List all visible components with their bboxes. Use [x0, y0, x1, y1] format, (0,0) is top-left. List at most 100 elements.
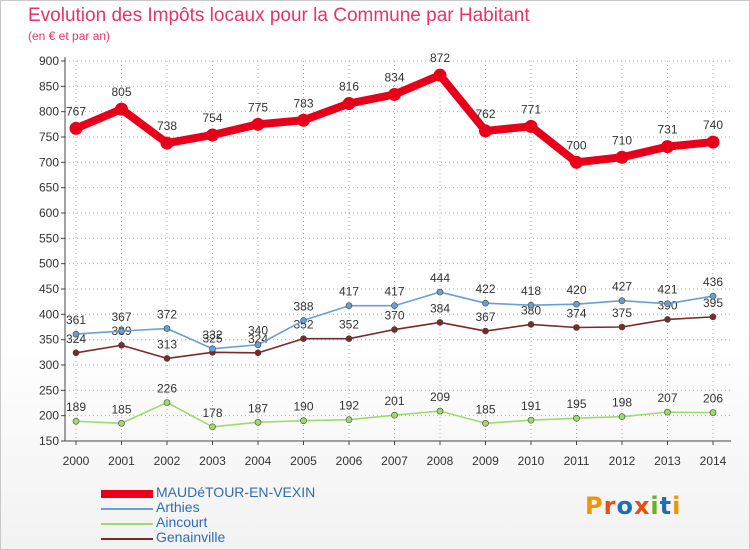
data-point [342, 97, 356, 111]
data-point [706, 135, 720, 149]
data-point [573, 300, 580, 308]
data-label: 185 [475, 402, 495, 416]
data-point [300, 417, 307, 425]
data-point [527, 301, 535, 309]
data-point [391, 326, 398, 333]
data-point [254, 418, 262, 426]
x-tick-label: 2013 [654, 454, 681, 468]
data-label: 417 [384, 285, 404, 299]
data-point [115, 102, 128, 116]
data-label: 388 [293, 299, 313, 313]
data-point [163, 325, 171, 332]
data-label: 209 [430, 390, 450, 404]
data-label: 361 [66, 313, 86, 327]
data-point [160, 136, 174, 150]
y-tick-label: 500 [39, 257, 59, 271]
x-tick-label: 2002 [154, 454, 181, 468]
data-label: 444 [430, 271, 450, 285]
x-tick-label: 2007 [381, 454, 408, 468]
data-label: 367 [111, 310, 131, 324]
data-point [391, 411, 398, 419]
data-label: 313 [157, 337, 177, 351]
x-tick-label: 2006 [336, 454, 363, 468]
data-label: 775 [248, 100, 268, 114]
data-point [72, 349, 80, 357]
data-point [118, 327, 125, 335]
x-tick-label: 2012 [609, 454, 636, 468]
data-point [300, 335, 307, 342]
data-label: 805 [111, 85, 131, 99]
data-label: 367 [475, 310, 495, 324]
data-label: 325 [202, 331, 222, 345]
data-label: 710 [612, 133, 632, 147]
data-point [709, 292, 717, 300]
data-point [345, 416, 353, 424]
data-point [254, 341, 262, 349]
data-point [482, 299, 489, 307]
data-point [436, 407, 444, 415]
data-label: 340 [248, 324, 268, 338]
y-tick-label: 550 [39, 231, 59, 245]
data-point [209, 345, 216, 353]
data-label: 375 [612, 306, 632, 320]
data-label: 767 [66, 104, 86, 118]
data-point [664, 408, 671, 416]
data-point [254, 349, 262, 357]
data-label: 201 [384, 394, 404, 408]
y-tick-label: 350 [39, 333, 59, 347]
legend-label: Aincourt [156, 514, 208, 530]
data-point [573, 324, 580, 331]
data-point [482, 419, 489, 427]
data-point [251, 117, 265, 131]
data-label: 421 [657, 283, 677, 297]
data-point [618, 323, 626, 331]
proxiti-logo: Proxiti [585, 492, 681, 520]
legend-label: Genainville [156, 529, 226, 545]
data-point [72, 330, 80, 338]
x-tick-label: 2008 [427, 454, 454, 468]
y-tick-label: 650 [39, 181, 59, 195]
y-tick-label: 450 [39, 282, 59, 296]
logo-letter: i [650, 492, 660, 520]
data-point [297, 113, 310, 127]
data-label: 372 [157, 308, 177, 322]
data-label: 206 [703, 392, 723, 406]
x-tick-label: 2005 [290, 454, 317, 468]
x-tick-label: 2009 [472, 454, 499, 468]
data-point [479, 124, 492, 138]
data-point [570, 155, 583, 169]
data-point [664, 316, 671, 323]
data-point [163, 355, 171, 362]
data-point [573, 414, 580, 422]
data-point [118, 419, 125, 427]
legend-swatch [101, 523, 153, 525]
data-label: 417 [339, 285, 359, 299]
data-point [664, 300, 671, 307]
data-point [482, 327, 489, 335]
data-label: 754 [202, 111, 222, 125]
data-label: 436 [703, 275, 723, 289]
legend-label: MAUDéTOUR-EN-VEXIN [156, 484, 316, 500]
data-point [436, 288, 444, 296]
logo-letter: t [659, 492, 673, 520]
data-point [163, 399, 171, 406]
data-label: 816 [339, 80, 359, 94]
data-label: 207 [657, 391, 677, 405]
y-tick-label: 150 [39, 434, 59, 448]
data-point [72, 417, 80, 425]
x-tick-label: 2004 [245, 454, 272, 468]
data-label: 771 [521, 102, 541, 116]
data-label: 420 [566, 283, 586, 297]
data-point [209, 423, 216, 431]
data-label: 762 [475, 107, 495, 121]
data-point [345, 335, 353, 342]
data-label: 374 [566, 307, 586, 321]
chart-subtitle: (en € et par an) [28, 29, 111, 43]
data-point [618, 297, 626, 304]
data-label: 738 [157, 119, 177, 133]
y-tick-label: 400 [39, 307, 59, 321]
logo-letter: x [633, 492, 651, 520]
data-label: 352 [293, 318, 313, 332]
